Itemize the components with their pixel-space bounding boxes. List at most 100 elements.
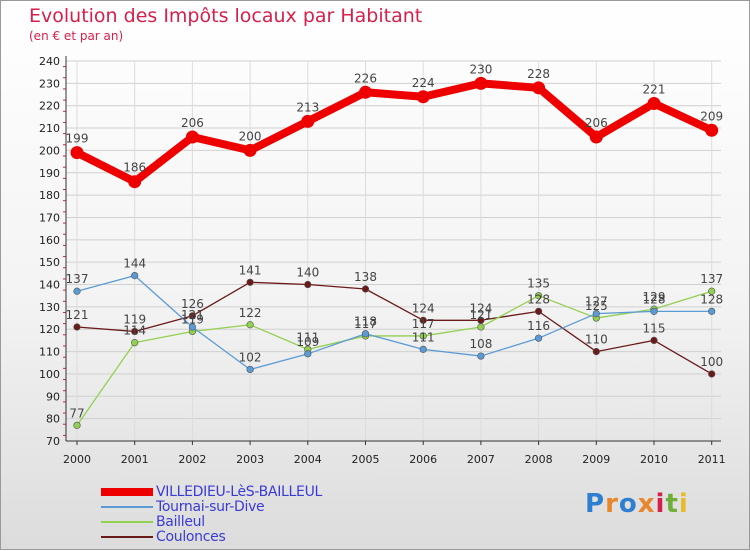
data-point bbox=[131, 339, 139, 347]
legend-label: Bailleul bbox=[156, 514, 205, 530]
data-label: 206 bbox=[181, 116, 204, 130]
data-point bbox=[304, 280, 312, 289]
data-label: 115 bbox=[643, 321, 666, 335]
data-label: 121 bbox=[469, 308, 492, 322]
data-point bbox=[131, 327, 139, 336]
logo-letter: i bbox=[655, 489, 666, 519]
data-label: 119 bbox=[123, 312, 146, 326]
data-label: 100 bbox=[700, 355, 723, 369]
y-tick-label: 230 bbox=[39, 77, 60, 90]
y-tick-label: 120 bbox=[39, 323, 60, 336]
y-tick-label: 130 bbox=[39, 301, 60, 314]
data-label: 186 bbox=[123, 161, 146, 175]
data-label: 228 bbox=[527, 67, 550, 81]
y-tick-label: 140 bbox=[39, 279, 60, 292]
data-point bbox=[534, 307, 543, 315]
legend-label: VILLEDIEU-LèS-BAILLEUL bbox=[156, 484, 323, 500]
data-label: 117 bbox=[412, 317, 435, 331]
legend-label: Coulonces bbox=[156, 529, 226, 545]
chart-title: Evolution des Impôts locaux par Habitant bbox=[29, 5, 423, 27]
data-label: 121 bbox=[66, 308, 89, 322]
data-point bbox=[188, 323, 196, 331]
data-label: 127 bbox=[585, 295, 608, 309]
y-tick-label: 80 bbox=[46, 413, 60, 426]
data-label: 128 bbox=[700, 292, 723, 306]
data-point bbox=[361, 285, 370, 293]
data-label: 226 bbox=[354, 71, 377, 85]
data-label: 111 bbox=[412, 330, 435, 344]
data-point bbox=[650, 336, 658, 345]
y-tick-label: 150 bbox=[39, 256, 60, 269]
series-line bbox=[76, 281, 713, 375]
series-line bbox=[76, 290, 713, 427]
data-label: 102 bbox=[239, 350, 262, 364]
data-label: 138 bbox=[354, 270, 377, 284]
data-label: 111 bbox=[296, 330, 319, 344]
y-tick-label: 190 bbox=[39, 167, 60, 180]
data-label: 141 bbox=[239, 263, 262, 277]
data-point bbox=[128, 175, 142, 189]
data-point bbox=[592, 347, 600, 356]
data-label: 110 bbox=[585, 333, 608, 347]
y-tick-label: 180 bbox=[39, 189, 60, 202]
data-label: 137 bbox=[700, 272, 723, 286]
data-point bbox=[708, 287, 716, 295]
axes: 7080901001101201301401501601701801902002… bbox=[39, 55, 726, 466]
x-tick-label: 2005 bbox=[352, 453, 380, 466]
data-point bbox=[592, 309, 600, 318]
y-tick-label: 170 bbox=[39, 211, 60, 224]
data-point bbox=[705, 123, 719, 137]
legend-swatch bbox=[101, 506, 153, 508]
data-label: 117 bbox=[354, 317, 377, 331]
data-label: 77 bbox=[69, 406, 84, 420]
y-tick-label: 240 bbox=[39, 55, 60, 68]
x-tick-label: 2004 bbox=[294, 453, 322, 466]
x-tick-label: 2010 bbox=[640, 453, 668, 466]
grid bbox=[66, 60, 721, 442]
data-point bbox=[304, 350, 312, 358]
data-label: 121 bbox=[181, 308, 204, 322]
x-tick-label: 2001 bbox=[121, 453, 149, 466]
y-tick-label: 220 bbox=[39, 100, 60, 113]
data-label: 128 bbox=[643, 292, 666, 306]
data-point bbox=[246, 365, 254, 374]
data-label: 118 bbox=[354, 315, 377, 329]
data-label: 125 bbox=[585, 299, 608, 313]
data-point bbox=[708, 370, 716, 378]
x-tick-label: 2009 bbox=[582, 453, 610, 466]
logo-letter: x bbox=[637, 489, 656, 519]
logo-letter: P bbox=[585, 489, 606, 519]
x-tick-label: 2002 bbox=[178, 453, 206, 466]
data-point bbox=[650, 307, 658, 315]
data-point bbox=[419, 316, 427, 324]
y-tick-label: 210 bbox=[39, 122, 60, 135]
data-label: 200 bbox=[239, 129, 262, 143]
data-point bbox=[359, 85, 372, 99]
y-tick-label: 160 bbox=[39, 234, 60, 247]
data-label: 224 bbox=[412, 76, 435, 90]
data-point bbox=[243, 143, 257, 157]
data-label: 124 bbox=[469, 301, 492, 315]
data-label: 199 bbox=[66, 132, 89, 146]
data-point bbox=[361, 330, 370, 338]
logo-letter: i bbox=[678, 489, 689, 519]
legend-swatch bbox=[101, 488, 153, 496]
y-tick-label: 200 bbox=[39, 144, 60, 157]
data-point bbox=[185, 130, 199, 144]
x-tick-label: 2003 bbox=[236, 453, 264, 466]
x-tick-label: 2006 bbox=[409, 453, 437, 466]
data-point bbox=[131, 271, 139, 280]
chart-subtitle: (en € et par an) bbox=[29, 29, 124, 43]
data-label: 137 bbox=[66, 272, 89, 286]
x-tick-label: 2007 bbox=[467, 453, 495, 466]
data-point bbox=[532, 81, 546, 95]
data-label: 129 bbox=[643, 290, 666, 304]
data-label: 109 bbox=[296, 335, 319, 349]
series-group bbox=[70, 76, 719, 429]
data-label: 135 bbox=[527, 277, 550, 291]
data-point bbox=[708, 307, 716, 315]
data-point bbox=[534, 292, 543, 300]
data-label: 119 bbox=[181, 312, 204, 326]
